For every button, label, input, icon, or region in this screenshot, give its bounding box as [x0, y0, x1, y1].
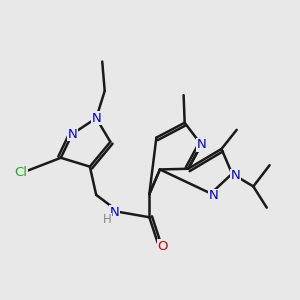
Text: O: O [158, 240, 168, 253]
Text: N: N [91, 112, 101, 125]
Text: N: N [209, 190, 219, 202]
Text: N: N [110, 206, 119, 219]
Text: N: N [231, 169, 241, 182]
Text: H: H [103, 213, 111, 226]
Text: N: N [67, 128, 77, 141]
Text: N: N [196, 138, 206, 151]
Text: Cl: Cl [14, 166, 27, 179]
